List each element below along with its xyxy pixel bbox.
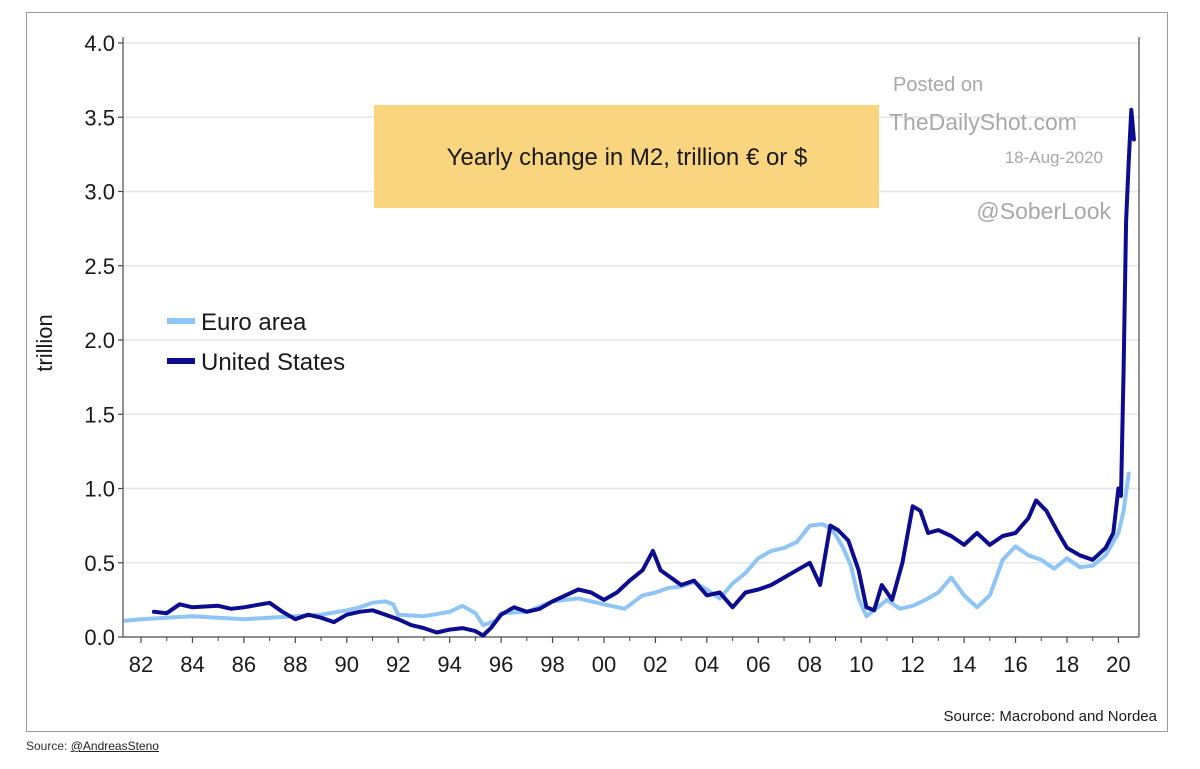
x-tick-label-10: 10 [849,652,873,677]
x-tick-label-06: 06 [746,652,770,677]
y-tick-label-0.5: 0.5 [84,551,115,576]
x-tick-label-12: 12 [900,652,924,677]
y-tick-label-3.0: 3.0 [84,180,115,205]
x-tick-label-98: 98 [540,652,564,677]
credit-prefix: Source: [26,739,71,753]
title-box [374,105,879,208]
series-line-united-states [151,107,1136,638]
y-tick-label-1.0: 1.0 [84,477,115,502]
watermark-date: 18-Aug-2020 [1005,148,1103,167]
watermark: Posted on TheDailyShot.com 18-Aug-2020 @… [889,74,1111,224]
legend-label-euro-area: Euro area [201,309,307,336]
chart-title: Yearly change in M2, trillion € or $ [447,144,808,171]
watermark-site: TheDailyShot.com [889,109,1077,135]
watermark-posted-on: Posted on [893,74,983,96]
x-tick-label-02: 02 [643,652,667,677]
y-axis-label: trillion [32,314,57,371]
watermark-handle: @SoberLook [976,198,1111,224]
image-credit: Source: @AndreasSteno [26,739,159,753]
series-line-euro-area [123,471,1131,628]
x-tick-label-92: 92 [386,652,410,677]
series-layer [123,107,1136,638]
y-tick-label-0.0: 0.0 [84,625,115,650]
x-tick-label-82: 82 [129,652,153,677]
x-tick-label-14: 14 [952,652,976,677]
x-tick-label-16: 16 [1003,652,1027,677]
chart-source: Source: Macrobond and Nordea [944,708,1158,725]
chart-svg: 0.0 0.5 1.0 1.5 2.0 2.5 3.0 3.5 4.0 82 84 86 88 90 92 9… [32,31,1158,725]
x-tick-label-96: 96 [489,652,513,677]
legend-label-united-states: United States [201,349,345,376]
x-tick-label-90: 90 [335,652,359,677]
y-tick-label-1.5: 1.5 [84,402,115,427]
x-tick-label-00: 00 [592,652,616,677]
x-tick-label-20: 20 [1106,652,1130,677]
y-tick-label-2.0: 2.0 [84,328,115,353]
x-tick-label-08: 08 [798,652,822,677]
x-tick-label-94: 94 [437,652,461,677]
x-tick-label-86: 86 [232,652,256,677]
axis-layer: 0.0 0.5 1.0 1.5 2.0 2.5 3.0 3.5 4.0 82 84 86 88 90 92 9… [84,31,1140,677]
chart-frame: 0.0 0.5 1.0 1.5 2.0 2.5 3.0 3.5 4.0 82 84 86 88 90 92 9… [26,12,1168,732]
y-tick-label-3.5: 3.5 [84,105,115,130]
y-tick-label-2.5: 2.5 [84,254,115,279]
x-tick-label-18: 18 [1055,652,1079,677]
y-tick-label-4.0: 4.0 [84,31,115,56]
x-tick-label-84: 84 [180,652,204,677]
credit-link[interactable]: @AndreasSteno [70,739,159,753]
x-tick-label-88: 88 [283,652,307,677]
x-tick-label-04: 04 [695,652,719,677]
legend: Euro area United States [167,309,345,376]
